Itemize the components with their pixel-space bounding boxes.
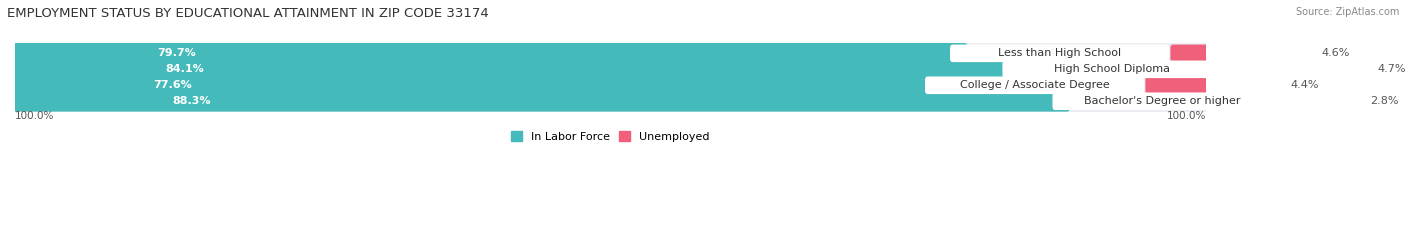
FancyBboxPatch shape bbox=[11, 91, 1070, 112]
FancyBboxPatch shape bbox=[11, 43, 967, 64]
Text: Bachelor's Degree or higher: Bachelor's Degree or higher bbox=[1084, 96, 1240, 106]
FancyBboxPatch shape bbox=[1146, 76, 1281, 94]
Text: 4.6%: 4.6% bbox=[1322, 48, 1350, 58]
FancyBboxPatch shape bbox=[11, 59, 1021, 80]
Text: 88.3%: 88.3% bbox=[173, 96, 211, 106]
Text: Source: ZipAtlas.com: Source: ZipAtlas.com bbox=[1295, 7, 1399, 17]
Text: 100.0%: 100.0% bbox=[15, 111, 55, 121]
FancyBboxPatch shape bbox=[8, 70, 1212, 100]
FancyBboxPatch shape bbox=[1002, 61, 1222, 78]
Text: 79.7%: 79.7% bbox=[157, 48, 197, 58]
Text: College / Associate Degree: College / Associate Degree bbox=[960, 80, 1109, 90]
Text: 2.8%: 2.8% bbox=[1371, 96, 1399, 106]
FancyBboxPatch shape bbox=[1170, 45, 1312, 62]
FancyBboxPatch shape bbox=[925, 76, 1144, 94]
FancyBboxPatch shape bbox=[1272, 93, 1361, 110]
FancyBboxPatch shape bbox=[1223, 61, 1368, 78]
Text: 4.4%: 4.4% bbox=[1291, 80, 1319, 90]
Legend: In Labor Force, Unemployed: In Labor Force, Unemployed bbox=[512, 131, 710, 142]
FancyBboxPatch shape bbox=[8, 55, 1212, 84]
Text: EMPLOYMENT STATUS BY EDUCATIONAL ATTAINMENT IN ZIP CODE 33174: EMPLOYMENT STATUS BY EDUCATIONAL ATTAINM… bbox=[7, 7, 489, 20]
FancyBboxPatch shape bbox=[1053, 93, 1271, 110]
Text: 100.0%: 100.0% bbox=[1167, 111, 1206, 121]
FancyBboxPatch shape bbox=[8, 86, 1212, 116]
FancyBboxPatch shape bbox=[11, 75, 943, 96]
Text: 84.1%: 84.1% bbox=[166, 64, 204, 74]
Text: Less than High School: Less than High School bbox=[998, 48, 1121, 58]
Text: High School Diploma: High School Diploma bbox=[1054, 64, 1170, 74]
Text: 77.6%: 77.6% bbox=[153, 80, 193, 90]
FancyBboxPatch shape bbox=[950, 45, 1170, 62]
FancyBboxPatch shape bbox=[8, 38, 1212, 68]
Text: 4.7%: 4.7% bbox=[1376, 64, 1406, 74]
